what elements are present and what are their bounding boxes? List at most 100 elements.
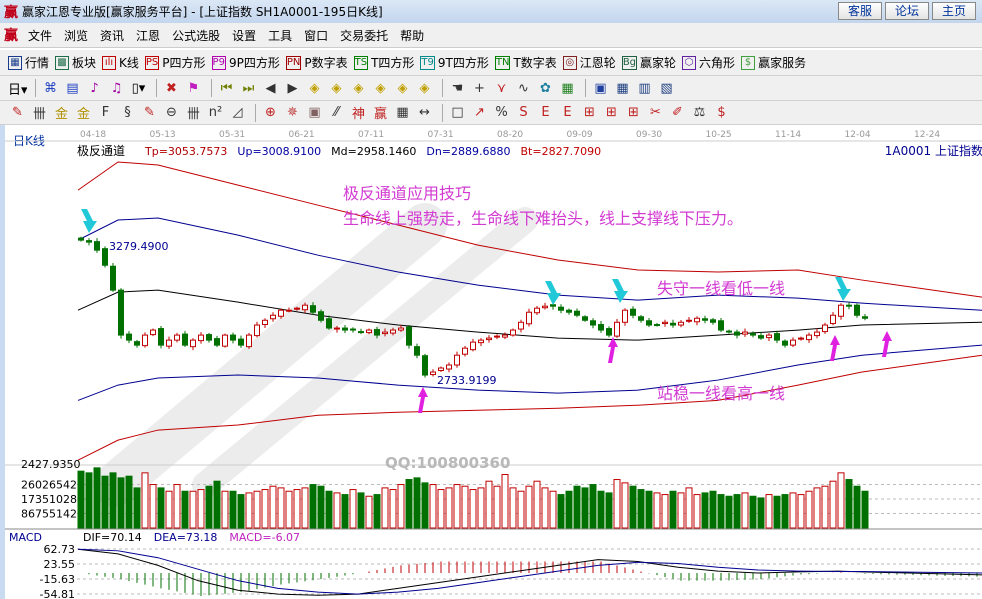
- toolbar-label: P四方形: [162, 56, 206, 70]
- shift-left-icon[interactable]: ◈: [309, 80, 320, 96]
- grid-num-icon[interactable]: ▦: [396, 105, 409, 120]
- reverse-icon[interactable]: ✖: [166, 80, 177, 96]
- forum-button[interactable]: 论坛: [885, 2, 929, 20]
- flag-icon[interactable]: ⚑: [187, 80, 200, 96]
- arrow-icon[interactable]: ↗: [474, 105, 485, 120]
- pen3-icon[interactable]: ✐: [672, 105, 683, 120]
- hatch-icon[interactable]: ▧: [660, 80, 673, 96]
- notes-icon[interactable]: ▤: [66, 80, 79, 96]
- volume-bar: [85, 472, 93, 529]
- menu-9[interactable]: 帮助: [400, 28, 425, 43]
- gold2-icon[interactable]: 金: [76, 107, 90, 122]
- toolbar-button-8[interactable]: TN T数字表: [494, 54, 557, 71]
- expand-v-icon[interactable]: ◈: [419, 80, 430, 96]
- toolbar-button-10[interactable]: Bg 赢家轮: [621, 54, 676, 71]
- lines-icon[interactable]: 卌: [32, 107, 46, 122]
- f-icon[interactable]: F: [101, 105, 110, 120]
- end-icon[interactable]: $: [717, 105, 726, 120]
- gold-icon[interactable]: 金: [54, 107, 68, 122]
- candle-body: [750, 333, 756, 336]
- menu-7[interactable]: 窗口: [304, 28, 329, 43]
- toolbar-button-11[interactable]: ⬡ 六角形: [682, 54, 735, 71]
- menu-3[interactable]: 江恩: [136, 28, 161, 43]
- left-icon[interactable]: ◀: [265, 80, 276, 96]
- volume-bar: [813, 487, 821, 529]
- volume-bar: [237, 494, 245, 529]
- pen-icon[interactable]: ✎: [12, 105, 23, 120]
- compress-h-icon[interactable]: ◈: [375, 80, 386, 96]
- toolbar-button-6[interactable]: TS T四方形: [353, 54, 414, 71]
- gear-wheel-icon[interactable]: ✿: [540, 80, 551, 96]
- calc-icon[interactable]: ▣: [594, 80, 607, 96]
- toolbar-button-7[interactable]: T9 9T四方形: [420, 54, 489, 71]
- target-icon[interactable]: ⊕: [265, 105, 276, 120]
- period-day-dropdown[interactable]: 日▾: [8, 82, 27, 98]
- ruler-icon[interactable]: ▥: [638, 80, 651, 96]
- pen2-icon[interactable]: ✎: [144, 105, 155, 120]
- toolbar-button-12[interactable]: $ 赢家服务: [741, 54, 806, 71]
- toolbar-button-1[interactable]: ▩ 板块: [55, 54, 96, 71]
- circle-icon[interactable]: ⊖: [166, 105, 177, 120]
- menu-8[interactable]: 交易委托: [340, 28, 389, 43]
- toolbar-button-9[interactable]: ◎ 江恩轮: [562, 54, 616, 71]
- bars-icon[interactable]: ⊞: [628, 105, 639, 120]
- toolbar-button-3[interactable]: PS P四方形: [144, 54, 206, 71]
- indicator-3-icon[interactable]: ♪: [90, 80, 99, 96]
- measure-icon[interactable]: ↔: [419, 105, 430, 120]
- toolbar-button-0[interactable]: ▦ 行情: [8, 54, 49, 71]
- right-icon[interactable]: ▶: [287, 80, 298, 96]
- toolbar-button-5[interactable]: PN P数字表: [285, 54, 348, 71]
- grid-icon[interactable]: ▦: [616, 80, 629, 96]
- volume-bar: [197, 489, 205, 529]
- star-icon[interactable]: ✵: [287, 105, 298, 120]
- menu-2[interactable]: 资讯: [100, 28, 125, 43]
- candle-type-dropdown[interactable]: ▯▾: [131, 80, 146, 96]
- first-icon[interactable]: ⏮: [220, 80, 233, 96]
- e-icon[interactable]: E: [541, 105, 550, 120]
- menu-4[interactable]: 公式选股: [172, 28, 221, 43]
- menu-0[interactable]: 文件: [28, 28, 53, 43]
- quote-table-icon: ▦: [8, 55, 22, 70]
- zoom-in-icon[interactable]: ◈: [397, 80, 408, 96]
- win-icon[interactable]: 赢: [373, 107, 387, 122]
- volume-bar: [509, 487, 517, 529]
- homepage-button[interactable]: 主页: [932, 2, 976, 20]
- watermark-url-graphic: [192, 207, 538, 498]
- expand-h-icon[interactable]: ◈: [353, 80, 364, 96]
- menu-6[interactable]: 工具: [268, 28, 293, 43]
- shift-right-icon[interactable]: ◈: [331, 80, 342, 96]
- toolbar-button-4[interactable]: P9 9P四方形: [211, 54, 280, 71]
- cal-icon[interactable]: ⊞: [584, 105, 595, 120]
- scale-icon[interactable]: ⚖: [693, 105, 706, 120]
- wave-icon[interactable]: ∿: [518, 80, 529, 96]
- volume-bar: [669, 490, 677, 529]
- overlay-icon[interactable]: ⌘: [44, 80, 57, 96]
- e2-icon[interactable]: E: [563, 105, 572, 120]
- god-icon[interactable]: 神: [351, 107, 365, 122]
- hand-icon[interactable]: ☚: [451, 80, 464, 96]
- slash-icon[interactable]: ⁄⁄: [334, 105, 339, 120]
- spiral-icon[interactable]: §: [124, 105, 131, 120]
- lines2-icon[interactable]: 卌: [186, 107, 200, 122]
- calc2-icon[interactable]: ⊞: [606, 105, 617, 120]
- grid-123-icon[interactable]: ▦: [561, 80, 574, 96]
- clip-icon[interactable]: ✂: [650, 105, 661, 120]
- n2-icon[interactable]: n²: [208, 105, 223, 120]
- fan-icon[interactable]: ◿: [232, 105, 243, 120]
- crosshair-icon[interactable]: +: [474, 80, 485, 96]
- toolbar-button-2[interactable]: ılı K线: [102, 54, 139, 71]
- percent-icon[interactable]: %: [495, 105, 508, 120]
- menu-5[interactable]: 设置: [232, 28, 257, 43]
- s-icon[interactable]: S: [519, 105, 528, 120]
- box-icon[interactable]: ▣: [308, 105, 321, 120]
- trend-icon[interactable]: ⋎: [496, 80, 507, 96]
- volume-bar: [157, 487, 165, 529]
- menu-1[interactable]: 浏览: [64, 28, 89, 43]
- indicator-9-icon[interactable]: ♫: [110, 80, 123, 96]
- customer-service-button[interactable]: 客服: [838, 2, 882, 20]
- candle-body: [702, 318, 708, 321]
- rect-icon[interactable]: □: [451, 105, 464, 120]
- kline-chart-panel[interactable]: 日K线 04-18 05-13 05-31 06-21 07-11 07-31 08-20 09…: [0, 125, 982, 599]
- t-square-icon: TS: [353, 55, 369, 70]
- last-icon[interactable]: ⏭: [242, 80, 255, 96]
